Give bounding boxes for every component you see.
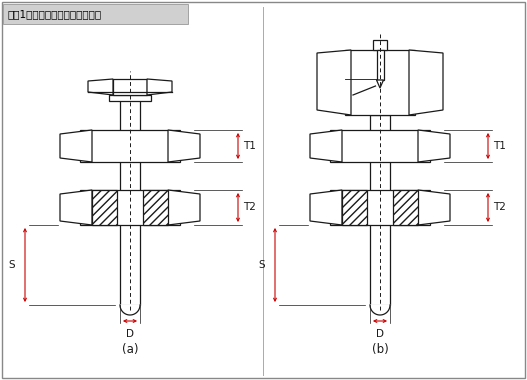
- Bar: [370, 115, 390, 305]
- Text: D: D: [126, 329, 134, 339]
- Bar: [330, 130, 430, 162]
- Polygon shape: [60, 130, 92, 162]
- Polygon shape: [310, 190, 342, 225]
- Bar: [92, 190, 117, 225]
- Text: T1: T1: [243, 141, 256, 151]
- Polygon shape: [60, 190, 92, 225]
- Text: T1: T1: [493, 141, 506, 151]
- Bar: [109, 95, 151, 101]
- Bar: [342, 190, 367, 225]
- Bar: [373, 40, 387, 50]
- Polygon shape: [310, 130, 342, 162]
- Polygon shape: [418, 130, 450, 162]
- Polygon shape: [409, 50, 443, 115]
- Polygon shape: [168, 130, 200, 162]
- Text: (b): (b): [372, 344, 388, 356]
- Text: 『図1』ポストとプレートの関係: 『図1』ポストとプレートの関係: [7, 9, 101, 19]
- Bar: [80, 190, 180, 225]
- Bar: [393, 190, 418, 225]
- Polygon shape: [120, 305, 140, 315]
- Text: (a): (a): [122, 344, 138, 356]
- Polygon shape: [376, 80, 384, 88]
- Bar: [80, 130, 180, 162]
- Polygon shape: [370, 305, 390, 315]
- Polygon shape: [418, 190, 450, 225]
- Bar: [376, 50, 384, 80]
- Text: T2: T2: [243, 203, 256, 212]
- Polygon shape: [168, 190, 200, 225]
- Polygon shape: [88, 79, 113, 95]
- Text: T2: T2: [493, 203, 506, 212]
- Text: S: S: [258, 260, 265, 270]
- Bar: [113, 79, 147, 95]
- Bar: [120, 95, 140, 305]
- Polygon shape: [147, 79, 172, 95]
- Bar: [143, 190, 168, 225]
- Text: S: S: [8, 260, 15, 270]
- Bar: [3, 4, 188, 24]
- Bar: [330, 190, 430, 225]
- Text: D: D: [376, 329, 384, 339]
- Polygon shape: [317, 50, 351, 115]
- Bar: [345, 50, 415, 115]
